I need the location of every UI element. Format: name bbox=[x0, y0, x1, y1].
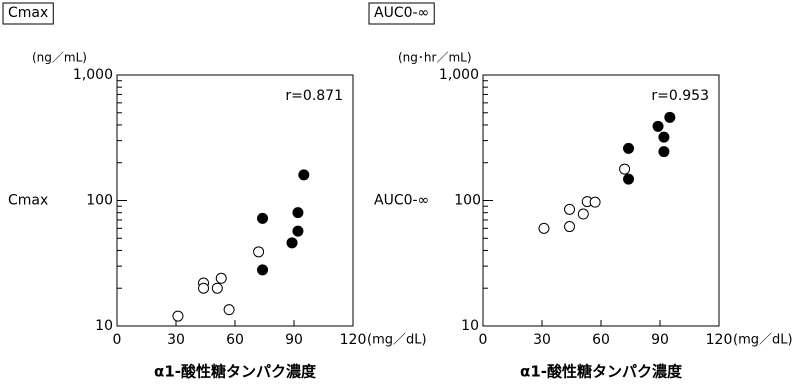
data-point bbox=[619, 163, 631, 175]
x-tick-label: 60 bbox=[592, 332, 610, 348]
data-point bbox=[589, 196, 601, 208]
data-point bbox=[211, 282, 223, 294]
data-point bbox=[664, 111, 676, 123]
y-axis-label: AUC0-∞ bbox=[374, 193, 429, 209]
x-axis-label: α1-酸性糖タンパク濃度 bbox=[520, 363, 683, 381]
data-point bbox=[623, 173, 635, 185]
panel-title: AUC0-∞ bbox=[374, 5, 429, 21]
data-point bbox=[172, 310, 184, 322]
plot-frame bbox=[482, 74, 720, 327]
x-tick-label: 120 bbox=[706, 332, 733, 348]
data-point bbox=[223, 304, 235, 316]
y-tick-label: 100 bbox=[86, 193, 113, 209]
x-tick-label: 60 bbox=[226, 332, 244, 348]
x-tick-label: 0 bbox=[479, 332, 488, 348]
data-point bbox=[658, 146, 670, 158]
data-point bbox=[198, 282, 210, 294]
data-point bbox=[652, 120, 664, 132]
plot-frame bbox=[116, 74, 354, 327]
annotation: r=0.953 bbox=[651, 88, 709, 104]
y-unit: (ng／mL) bbox=[32, 51, 87, 65]
panel-title: Cmax bbox=[8, 5, 48, 21]
x-unit: (mg／dL) bbox=[367, 333, 427, 348]
x-tick-label: 120 bbox=[340, 332, 367, 348]
data-point bbox=[538, 222, 550, 234]
y-axis-label: Cmax bbox=[8, 193, 48, 209]
y-tick-label: 100 bbox=[454, 193, 481, 209]
data-point bbox=[286, 237, 298, 249]
data-point bbox=[564, 203, 576, 215]
x-tick-label: 0 bbox=[113, 332, 122, 348]
x-axis-label: α1-酸性糖タンパク濃度 bbox=[154, 363, 317, 381]
x-tick-label: 30 bbox=[533, 332, 551, 348]
data-point bbox=[577, 208, 589, 220]
y-tick-label: 10 bbox=[461, 318, 479, 334]
data-point bbox=[292, 225, 304, 237]
y-tick-label: 1,000 bbox=[73, 67, 113, 83]
y-tick-label: 1,000 bbox=[439, 67, 479, 83]
x-unit: (mg／dL) bbox=[733, 333, 793, 348]
data-point bbox=[253, 246, 265, 258]
title-box bbox=[2, 2, 54, 25]
data-point bbox=[658, 131, 670, 143]
y-unit: (ng･hr／mL) bbox=[398, 51, 472, 65]
title-box bbox=[368, 2, 435, 25]
data-point bbox=[298, 169, 310, 181]
data-point bbox=[257, 212, 269, 224]
data-point bbox=[564, 221, 576, 233]
data-point bbox=[257, 264, 269, 276]
data-point bbox=[623, 142, 635, 154]
annotation: r=0.871 bbox=[285, 88, 343, 104]
y-tick-label: 10 bbox=[95, 318, 113, 334]
data-point bbox=[292, 207, 304, 219]
x-tick-label: 90 bbox=[285, 332, 303, 348]
x-tick-label: 30 bbox=[167, 332, 185, 348]
x-tick-label: 90 bbox=[651, 332, 669, 348]
data-point bbox=[215, 272, 227, 284]
